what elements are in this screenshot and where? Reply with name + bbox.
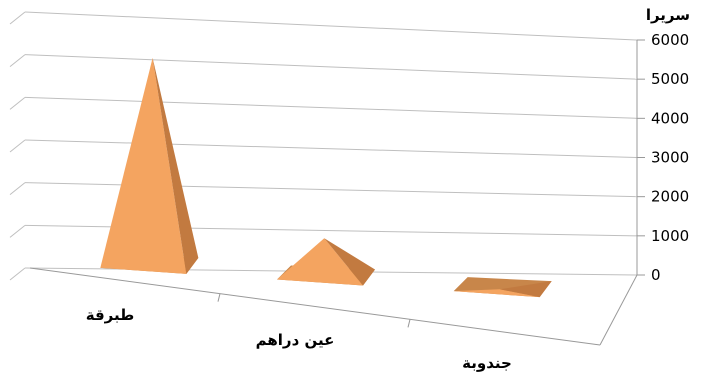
pyramid-side-face bbox=[499, 281, 552, 298]
y-axis-unit-label: سريرا bbox=[646, 6, 690, 24]
y-tick-label: 2000 bbox=[651, 188, 689, 206]
pyramid-bar bbox=[277, 238, 375, 286]
gridline bbox=[24, 11, 638, 41]
pyramid-side-face bbox=[324, 238, 375, 286]
y-tick-label: 0 bbox=[651, 266, 661, 284]
y-tick-labels: 0 1000 2000 3000 4000 5000 6000 bbox=[651, 31, 689, 284]
pyramid-front-face bbox=[453, 289, 540, 298]
x-tick-mark bbox=[407, 319, 411, 328]
x-category-label: عين دراهم bbox=[256, 331, 335, 349]
x-category-label: طبرقة bbox=[86, 306, 135, 324]
pyramid-bar bbox=[100, 57, 199, 274]
side-gridline bbox=[9, 96, 26, 110]
x-category-label: جندوبة bbox=[462, 354, 512, 372]
gridline bbox=[24, 182, 638, 198]
y-tick-label: 4000 bbox=[651, 109, 689, 127]
axes bbox=[29, 39, 645, 346]
pyramid-bar bbox=[453, 277, 552, 298]
floor-right-edge bbox=[599, 274, 638, 346]
y-tick-label: 5000 bbox=[651, 70, 689, 88]
side-gridline bbox=[9, 267, 26, 281]
x-axis-line bbox=[29, 267, 601, 346]
side-gridline bbox=[9, 139, 26, 153]
y-tick-label: 6000 bbox=[651, 31, 689, 49]
side-gridline bbox=[9, 11, 26, 25]
pyramid-bars bbox=[100, 57, 552, 298]
pyramid-front-face bbox=[277, 238, 363, 286]
pyramid-side-face bbox=[152, 57, 199, 274]
pyramid-front-face bbox=[100, 57, 187, 274]
y-tick-label: 1000 bbox=[651, 227, 689, 245]
gridline bbox=[24, 96, 638, 119]
category-labels: طبرقة عين دراهم جندوبة bbox=[86, 306, 512, 372]
side-gridline bbox=[9, 182, 26, 196]
side-gridline bbox=[9, 224, 26, 238]
y-tick-label: 3000 bbox=[651, 149, 689, 167]
side-gridline bbox=[9, 54, 26, 68]
gridline bbox=[24, 139, 638, 158]
x-tick-mark bbox=[217, 293, 221, 302]
gridline bbox=[24, 54, 638, 80]
